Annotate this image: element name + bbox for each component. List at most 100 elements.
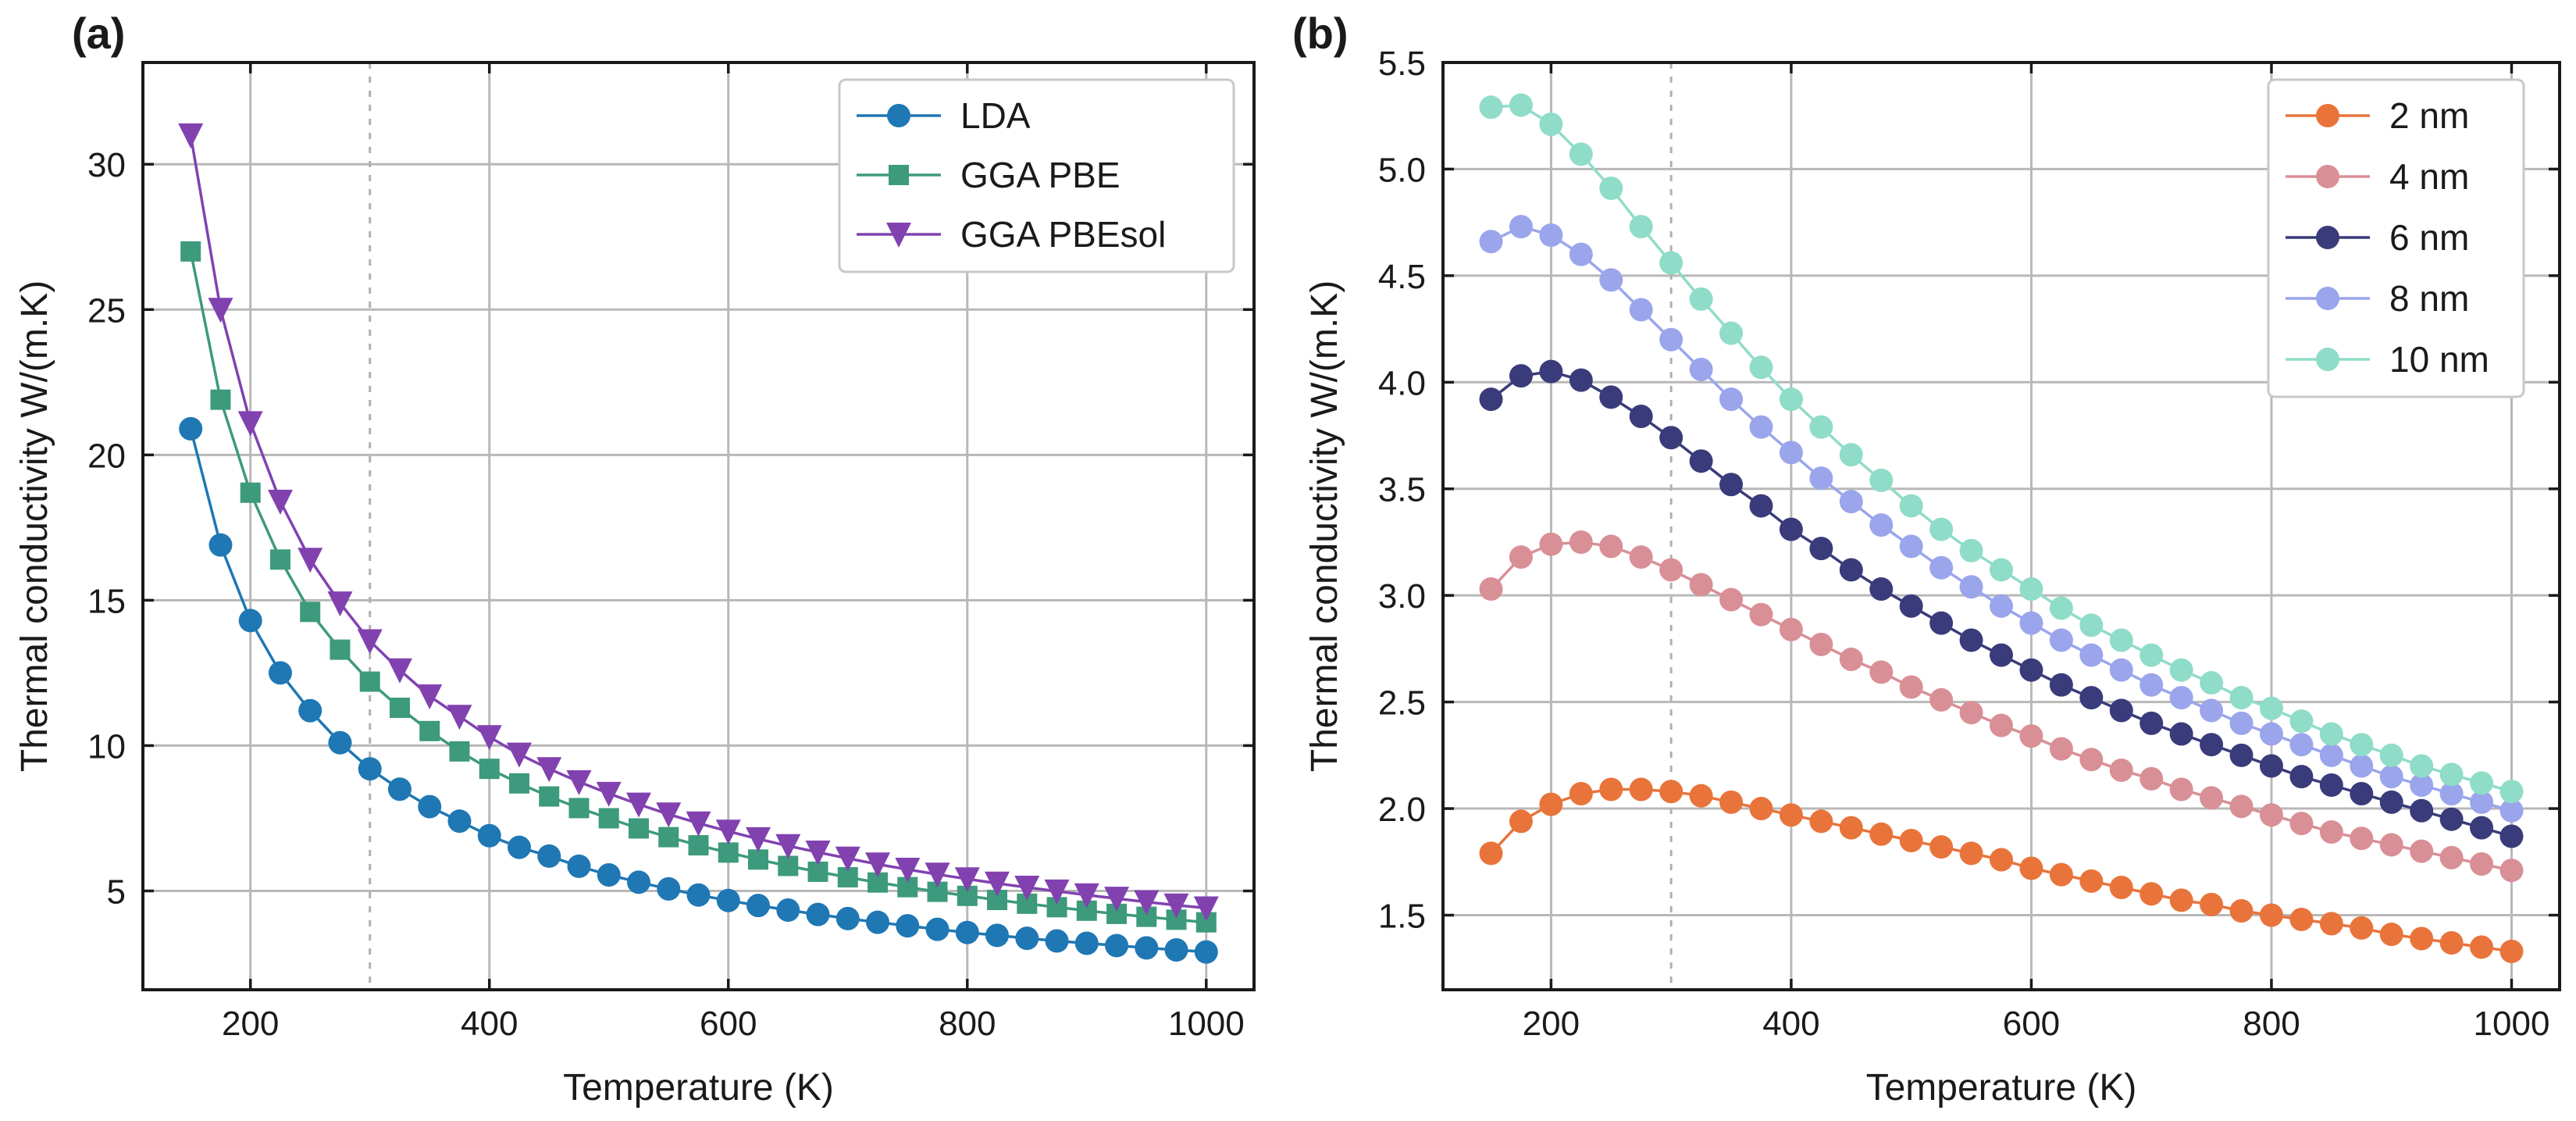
data-point (1539, 532, 1563, 556)
data-point (2439, 845, 2464, 869)
data-point (208, 298, 233, 323)
data-point (2169, 658, 2193, 682)
data-point (1599, 385, 1623, 409)
data-point (477, 823, 501, 848)
data-point (658, 826, 679, 848)
data-point (2229, 686, 2254, 710)
data-point (1074, 883, 1099, 909)
data-point (447, 809, 472, 834)
data-point (1929, 687, 1954, 712)
x-tick-label: 600 (700, 1005, 757, 1043)
data-point (479, 759, 500, 780)
data-point (1899, 675, 1923, 699)
data-point (1599, 777, 1623, 801)
data-point (2289, 907, 2314, 931)
data-point (1719, 587, 1744, 612)
data-point (1869, 822, 1894, 846)
legend-label: 4 nm (2389, 156, 2469, 197)
data-point (2259, 803, 2283, 827)
data-point (2289, 812, 2314, 836)
data-point (1104, 887, 1130, 912)
data-point (1839, 648, 1863, 672)
data-point (925, 917, 950, 941)
data-point (1809, 466, 1833, 491)
data-point (1479, 387, 1503, 412)
data-point (1509, 809, 1533, 834)
data-point (208, 533, 233, 557)
data-point (449, 741, 470, 762)
y-tick-label: 25 (87, 291, 126, 330)
data-point (298, 698, 322, 723)
data-point (2229, 743, 2254, 767)
data-point (2410, 926, 2434, 951)
data-point (1194, 940, 1218, 964)
data-point (1749, 602, 1773, 627)
data-point (328, 730, 352, 755)
data-point (2289, 765, 2314, 789)
data-point (1749, 355, 1773, 380)
data-point (2439, 807, 2464, 831)
x-tick-label: 200 (222, 1005, 279, 1043)
legend-item: 2 nm (2286, 95, 2469, 136)
legend-item: GGA PBEsol (857, 214, 1166, 255)
x-axis-label: Temperature (K) (563, 1067, 834, 1109)
legend-swatch-marker (2316, 348, 2339, 371)
data-point (2049, 596, 2073, 620)
data-point (1599, 176, 1623, 200)
data-point (1509, 364, 1533, 388)
data-point (539, 786, 560, 807)
data-point (2140, 766, 2164, 791)
legend-label: GGA PBE (960, 155, 1121, 195)
data-point (686, 883, 711, 907)
data-point (2470, 771, 2494, 795)
data-point (2140, 711, 2164, 735)
data-point (2350, 754, 2374, 778)
y-tick-label: 30 (87, 146, 126, 184)
data-point (2319, 912, 2343, 936)
data-point (625, 792, 651, 818)
legend-item: 6 nm (2286, 217, 2469, 258)
y-tick-label: 10 (87, 727, 126, 766)
data-point (1869, 660, 1894, 684)
data-point (269, 549, 290, 570)
legend-item: 10 nm (2286, 339, 2489, 380)
data-point (2049, 628, 2073, 652)
legend-item: 8 nm (2286, 278, 2469, 319)
data-point (2410, 754, 2434, 778)
data-point (778, 855, 799, 876)
data-point (2379, 743, 2403, 767)
legend-swatch-marker (887, 104, 910, 127)
data-point (805, 840, 831, 866)
data-point (1959, 575, 1983, 599)
panel-label: (a) (72, 9, 125, 58)
data-point (1749, 797, 1773, 821)
data-point (1105, 934, 1129, 958)
data-point (2229, 794, 2254, 819)
data-point (1899, 594, 1923, 618)
data-point (2499, 859, 2524, 883)
data-point (2200, 786, 2224, 810)
plot-frame (1441, 61, 2561, 991)
data-point (1719, 321, 1744, 345)
data-point (1779, 441, 1803, 465)
data-point (2410, 839, 2434, 863)
data-point (2140, 673, 2164, 697)
data-point (1569, 530, 1593, 554)
data-point (895, 857, 921, 883)
data-point (2019, 658, 2043, 682)
data-point (1479, 577, 1503, 601)
data-point (1659, 558, 1683, 582)
data-point (2319, 773, 2343, 798)
series-4-nm (1479, 530, 2524, 883)
data-point (2379, 923, 2403, 947)
legend-label: GGA PBEsol (960, 214, 1166, 255)
data-point (1539, 112, 1563, 137)
data-point (2169, 722, 2193, 746)
data-point (2499, 798, 2524, 823)
data-point (1779, 617, 1803, 641)
data-point (1869, 577, 1894, 601)
data-point (2259, 696, 2283, 720)
data-point (1135, 936, 1159, 960)
data-point (1479, 230, 1503, 254)
data-point (1509, 215, 1533, 239)
